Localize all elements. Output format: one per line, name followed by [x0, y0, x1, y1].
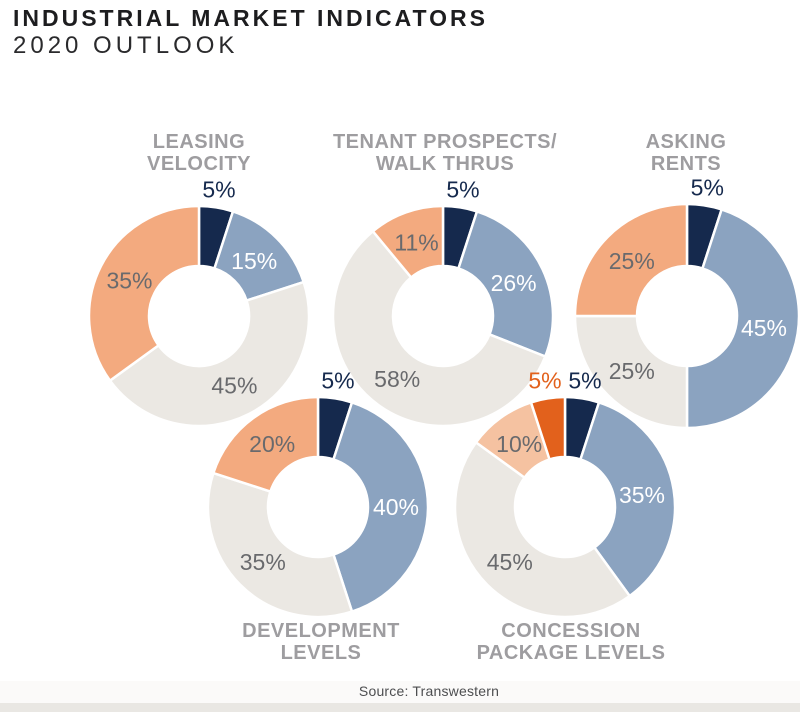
pct-label-concession-package-levels-5%: 5%	[528, 368, 561, 394]
pct-label-development-levels-5%: 5%	[321, 368, 354, 394]
pct-label-asking-rents-25%: 25%	[609, 358, 655, 384]
segment-tenant-prospects-walk-thrus-26%	[457, 210, 555, 358]
donut-chart-development-levels: 5% 40% 35% 20%	[206, 368, 430, 619]
segment-asking-rents-25%	[573, 202, 689, 318]
chart-title-leasing-velocity: LEASING VELOCITY	[146, 131, 252, 175]
source-credit: Source: Transwestern	[358, 683, 500, 699]
donut-chart-leasing-velocity: 5% 15% 45% 35%	[87, 177, 311, 428]
chart-title-tenant-prospects-walk-thrus: TENANT PROSPECTS/ WALK THRUS	[332, 131, 558, 175]
segment-leasing-velocity-45%	[108, 280, 311, 428]
pct-label-concession-package-levels-10%: 10%	[496, 431, 542, 457]
page-title: INDUSTRIAL MARKET INDICATORS	[13, 5, 488, 31]
segment-development-levels-40%	[332, 401, 430, 613]
segment-tenant-prospects-walk-thrus-11%	[371, 204, 445, 279]
donut-chart-concession-package-levels: 5% 35% 45% 10% 5%	[453, 368, 677, 619]
pct-label-asking-rents-25%: 25%	[609, 248, 655, 274]
segment-asking-rents-25%	[573, 314, 689, 430]
page-subtitle: 2020 OUTLOOK	[13, 32, 239, 59]
segment-development-levels-35%	[206, 471, 354, 619]
pct-label-leasing-velocity-35%: 35%	[106, 268, 152, 294]
segment-leasing-velocity-35%	[87, 204, 201, 382]
segment-tenant-prospects-walk-thrus-58%	[331, 229, 547, 428]
pct-label-concession-package-levels-35%: 35%	[619, 482, 665, 508]
pct-label-leasing-velocity-5%: 5%	[202, 177, 235, 203]
pct-label-development-levels-40%: 40%	[373, 494, 419, 520]
pct-label-concession-package-levels-45%: 45%	[487, 549, 533, 575]
chart-title-development-levels: DEVELOPMENT LEVELS	[242, 620, 400, 664]
donut-chart-asking-rents: 5% 45% 25% 25%	[573, 175, 800, 430]
chart-title-concession-package-levels: CONCESSION PACKAGE LEVELS	[476, 620, 666, 664]
pct-label-development-levels-20%: 20%	[249, 431, 295, 457]
source-band	[0, 681, 800, 703]
segment-development-levels-20%	[212, 395, 320, 493]
segment-concession-package-levels-5%	[529, 395, 567, 461]
segment-asking-rents-45%	[685, 208, 800, 430]
page-header: INDUSTRIAL MARKET INDICATORS 2020 OUTLOO…	[13, 5, 488, 59]
segment-concession-package-levels-45%	[453, 441, 631, 619]
chart-title-asking-rents: ASKING RENTS	[645, 131, 727, 175]
pct-label-leasing-velocity-45%: 45%	[211, 373, 257, 399]
pct-label-tenant-prospects-walk-thrus-26%: 26%	[491, 270, 537, 296]
donut-chart-tenant-prospects-walk-thrus: 5% 26% 58% 11%	[331, 177, 555, 428]
pct-label-tenant-prospects-walk-thrus-11%: 11%	[394, 230, 438, 256]
pct-label-asking-rents-45%: 45%	[741, 315, 787, 341]
segment-concession-package-levels-35%	[579, 401, 677, 598]
pct-label-asking-rents-5%: 5%	[691, 175, 724, 201]
footer-divider-bar	[0, 703, 800, 712]
pct-label-tenant-prospects-walk-thrus-5%: 5%	[446, 177, 479, 203]
pct-label-leasing-velocity-15%: 15%	[231, 248, 277, 274]
pct-label-tenant-prospects-walk-thrus-58%: 58%	[374, 366, 420, 392]
pct-label-development-levels-35%: 35%	[240, 549, 286, 575]
pct-label-concession-package-levels-5%: 5%	[568, 368, 601, 394]
